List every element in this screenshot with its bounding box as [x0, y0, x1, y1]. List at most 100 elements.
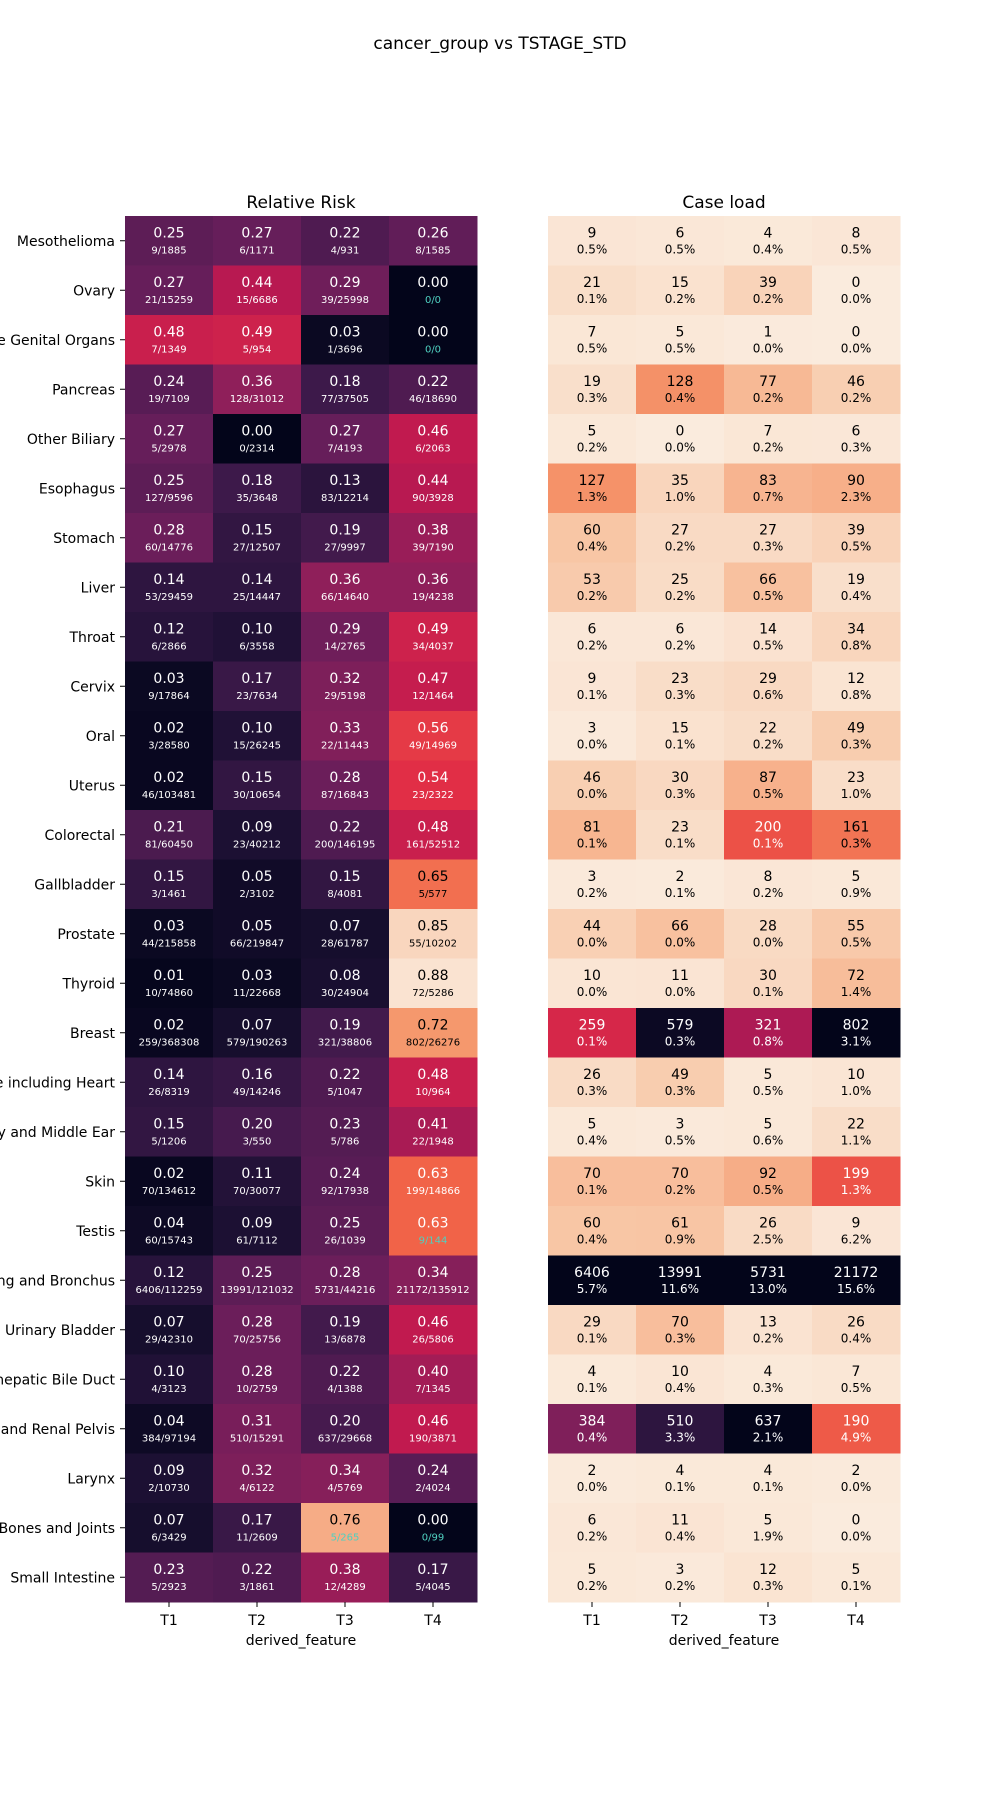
cell-value-label: 0.07: [153, 1314, 184, 1330]
x-tick-label: T4: [423, 1613, 442, 1629]
cell-sub-label: 11/2609: [236, 1533, 278, 1544]
cell-value-label: 0.48: [417, 819, 448, 835]
cell-sub-label: 0.1%: [577, 1183, 608, 1197]
cell-value-label: 0.02: [153, 720, 184, 736]
cell-sub-label: 127/9596: [145, 493, 193, 504]
cell-value-label: 0.47: [417, 671, 448, 687]
cell-value-label: 0.46: [417, 1413, 448, 1429]
heatmap-cell: [301, 513, 390, 563]
heatmap-cell: [812, 1057, 901, 1108]
heatmap-cell: [548, 265, 637, 316]
cell-value-label: 8: [764, 869, 773, 885]
cell-sub-label: 23/7634: [236, 691, 278, 702]
cell-value-label: 0.34: [417, 1265, 448, 1281]
cell-sub-label: 0.5%: [577, 243, 608, 257]
heatmap-cell: [389, 909, 478, 959]
cell-value-label: 0.15: [153, 1116, 184, 1132]
cell-value-label: 2: [852, 1463, 861, 1479]
y-tick-label: Testis: [75, 1224, 115, 1240]
heatmap-cell: [724, 1255, 813, 1306]
heatmap-cell: [812, 1255, 901, 1306]
cell-value-label: 9: [588, 225, 597, 241]
heatmap-cell: [125, 1305, 214, 1355]
y-tick-label: Larynx: [67, 1471, 115, 1487]
cell-value-label: 22: [759, 720, 777, 736]
cell-value-label: 0.14: [153, 1067, 184, 1083]
cell-value-label: 6406: [574, 1265, 610, 1281]
cell-value-label: 0.22: [329, 819, 360, 835]
cell-sub-label: 15.6%: [837, 1282, 875, 1296]
cell-value-label: 0.20: [241, 1116, 272, 1132]
heatmap-cell: [125, 463, 214, 514]
cell-sub-label: 15/6686: [236, 295, 278, 306]
cell-sub-label: 10/74860: [145, 988, 193, 999]
heatmap-cell: [548, 612, 637, 662]
cell-sub-label: 55/10202: [409, 939, 457, 950]
heatmap-cell: [301, 612, 390, 662]
cell-sub-label: 0.8%: [753, 1035, 784, 1049]
cell-sub-label: 0.9%: [841, 886, 872, 900]
cell-sub-label: 27/9997: [324, 543, 366, 554]
cell-value-label: 0.25: [241, 1265, 272, 1281]
cell-value-label: 29: [759, 671, 777, 687]
heatmap-cell: [389, 364, 478, 415]
cell-sub-label: 0.3%: [665, 688, 696, 702]
heatmap-cell: [213, 414, 302, 464]
heatmap-cell: [724, 1107, 813, 1157]
heatmap-cell: [125, 1354, 214, 1405]
heatmap-cell: [636, 1255, 725, 1306]
cell-value-label: 13991: [658, 1265, 703, 1281]
cell-sub-label: 0.2%: [841, 391, 872, 405]
cell-value-label: 0: [676, 423, 685, 439]
y-tick-label: Mesothelioma: [17, 234, 115, 250]
cell-value-label: 5: [588, 1562, 597, 1578]
cell-sub-label: 2/3102: [239, 889, 274, 900]
cell-value-label: 0.19: [329, 1314, 360, 1330]
cell-sub-label: 61/7112: [236, 1236, 278, 1247]
heatmap-cell: [548, 1354, 637, 1405]
cell-sub-label: 0.3%: [577, 391, 608, 405]
heatmap-cell: [389, 1206, 478, 1256]
heatmap-cell: [812, 760, 901, 811]
cell-sub-label: 1.1%: [841, 1134, 872, 1148]
heatmap-cell: [812, 1008, 901, 1058]
heatmap-cell: [125, 265, 214, 316]
cell-value-label: 259: [579, 1017, 606, 1033]
cell-sub-label: 0.3%: [753, 1381, 784, 1395]
cell-sub-label: 0.2%: [753, 292, 784, 306]
heatmap-cell: [301, 1255, 390, 1306]
heatmap-cell: [389, 1503, 478, 1553]
y-tick-label: Liver: [81, 580, 116, 596]
cell-value-label: 7: [764, 423, 773, 439]
cell-sub-label: 1.0%: [841, 1084, 872, 1098]
y-tick-label: Prostate: [57, 927, 115, 943]
heatmap-cell: [389, 612, 478, 662]
heatmap-cell: [812, 463, 901, 514]
heatmap-cell: [125, 562, 214, 613]
heatmap-cell: [213, 216, 302, 266]
cell-value-label: 0.22: [329, 1067, 360, 1083]
cell-value-label: 0.28: [241, 1364, 272, 1380]
cell-sub-label: 13/6878: [324, 1335, 366, 1346]
heatmap-cell: [724, 513, 813, 563]
heatmap-cell: [125, 711, 214, 761]
y-tick-label: Throat: [68, 630, 115, 646]
heatmap-cell: [724, 1503, 813, 1553]
heatmap-cell: [724, 1008, 813, 1058]
heatmap-cell: [389, 958, 478, 1009]
heatmap-cell: [301, 958, 390, 1009]
cell-value-label: 5: [676, 324, 685, 340]
cell-sub-label: 0.1%: [753, 837, 784, 851]
cell-sub-label: 60/15743: [145, 1236, 193, 1247]
cell-sub-label: 3.3%: [665, 1431, 696, 1445]
heatmap-cell: [812, 1206, 901, 1256]
heatmap-cell: [301, 1107, 390, 1157]
heatmap-cell: [724, 711, 813, 761]
cell-sub-label: 6/3558: [239, 642, 274, 653]
heatmap-cell: [636, 1503, 725, 1553]
heatmap-cell: [213, 661, 302, 712]
cell-value-label: 14: [759, 621, 777, 637]
cell-value-label: 10: [671, 1364, 689, 1380]
cell-value-label: 25: [671, 572, 689, 588]
cell-value-label: 3: [676, 1562, 685, 1578]
